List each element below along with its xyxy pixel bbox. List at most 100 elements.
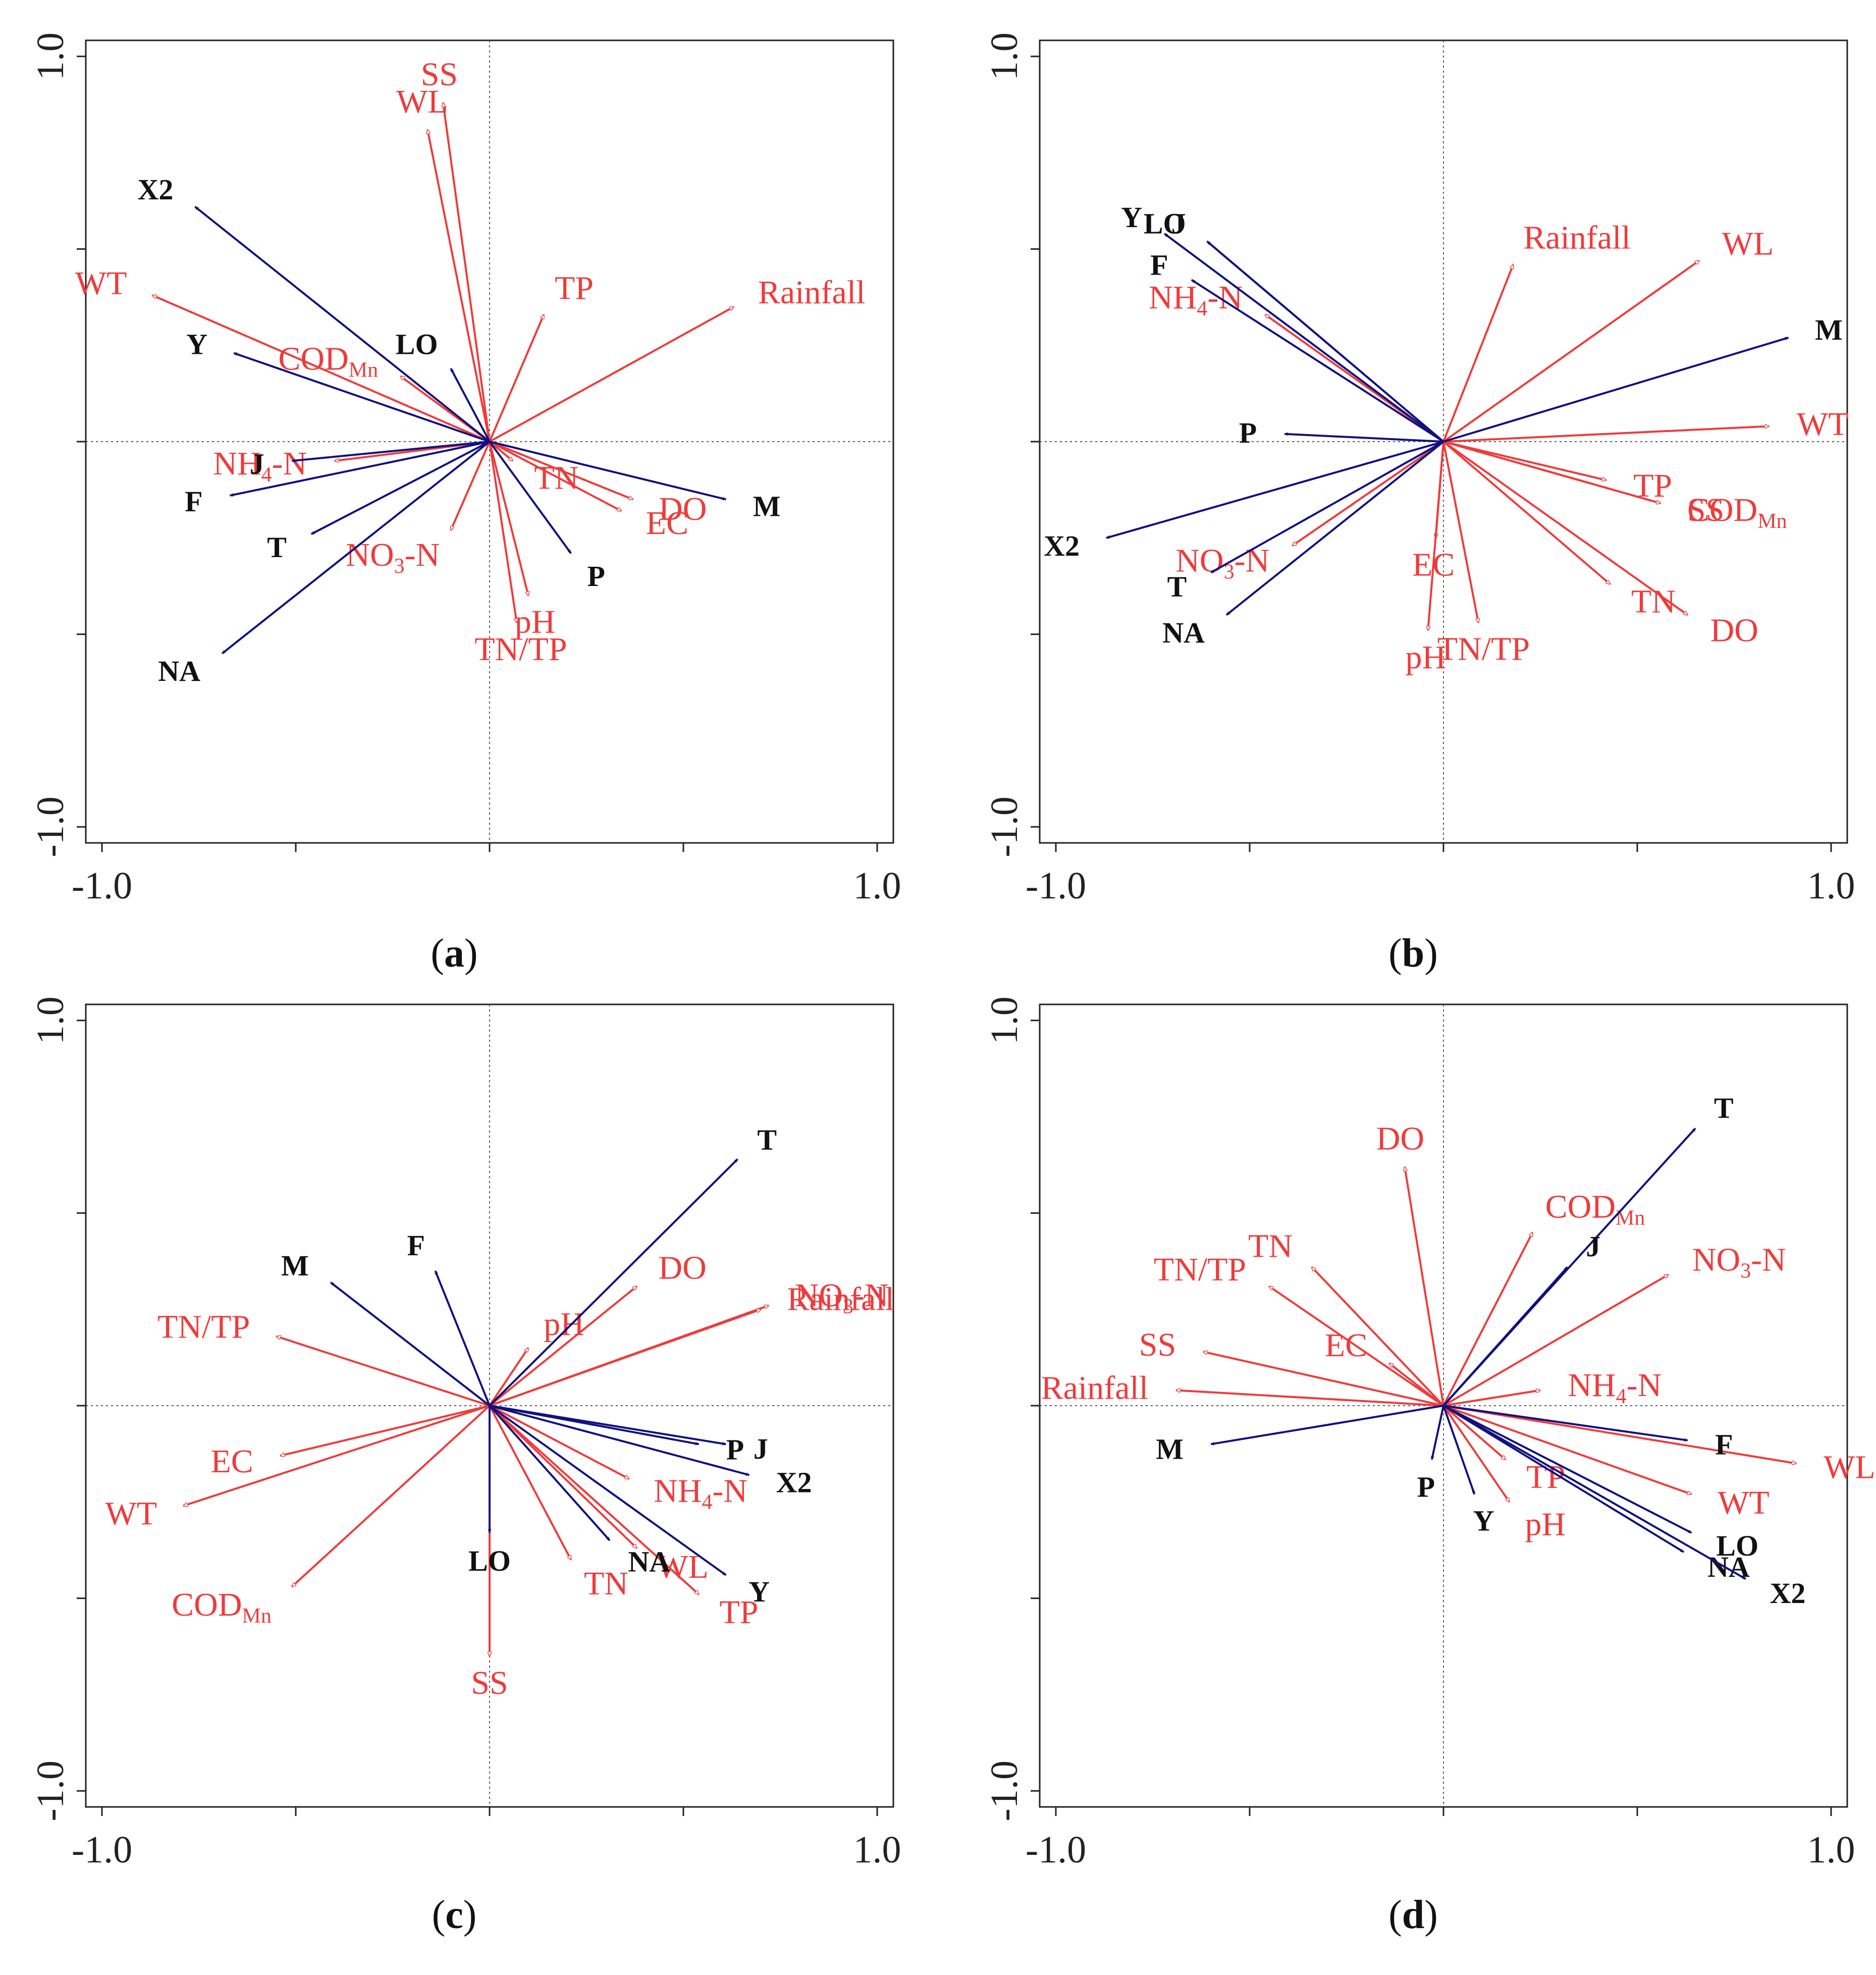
species-label-y: Y: [186, 328, 207, 360]
species-arrow-na: [221, 441, 491, 655]
env-arrow-tp: [1443, 441, 1606, 480]
species-label-j: J: [754, 1432, 768, 1465]
species-arrow-x2: [489, 1405, 750, 1476]
species-arrow-na: [1442, 1405, 1685, 1553]
env-arrow-rainfall: [1176, 1390, 1444, 1407]
species-arrow-x2: [194, 205, 491, 443]
species-arrow-p: [489, 441, 572, 554]
env-label-tn-tp: TN/TP: [1154, 1251, 1246, 1288]
env-label-ss: SS: [1687, 492, 1724, 528]
env-label-tn-tp: TN/TP: [474, 631, 567, 668]
env-label-nh: NH4-N: [1568, 1367, 1661, 1408]
species-arrow-lo: [1206, 240, 1444, 443]
y-tick-label-max: 1.0: [983, 996, 1026, 1044]
species-arrow-p: [1430, 1405, 1444, 1460]
species-label-m: M: [1815, 313, 1843, 346]
species-arrow-y: [233, 352, 490, 443]
env-arrow-rainfall: [489, 1309, 761, 1407]
env-arrow-do: [489, 441, 633, 501]
species-label-f: F: [407, 1229, 425, 1262]
env-label-wl: WL: [1824, 1449, 1875, 1485]
species-arrow-m: [1210, 1405, 1444, 1446]
env-label-do: DO: [1710, 612, 1758, 649]
env-label-no: NO3-N: [346, 537, 440, 578]
species-arrow-t: [1210, 441, 1444, 574]
env-arrow-cod: [1442, 1233, 1534, 1406]
species-arrow-t: [310, 441, 490, 535]
env-label-nh: NH4-N: [654, 1473, 747, 1514]
env-arrow-wt: [183, 1405, 490, 1506]
species-arrow-lo: [450, 368, 491, 442]
species-label-t: T: [757, 1124, 777, 1156]
species-arrow-f: [434, 1270, 491, 1406]
env-arrow-tn: [489, 441, 513, 462]
y-tick-label-max: 1.0: [983, 32, 1026, 80]
species-label-y: Y: [748, 1575, 770, 1608]
env-arrow-ss: [1443, 441, 1660, 503]
species-label-p: P: [726, 1433, 744, 1466]
env-label-ss: SS: [1139, 1326, 1176, 1363]
species-arrow-j: [291, 441, 490, 462]
env-label-do: DO: [659, 491, 707, 527]
species-label-x2: X2: [138, 173, 174, 206]
species-label-na: NA: [158, 655, 200, 687]
env-arrow-wl: [1442, 259, 1699, 443]
species-label-x2: X2: [1770, 1577, 1806, 1610]
species-label-x2: X2: [1044, 529, 1080, 562]
env-label-wt: WT: [1718, 1484, 1770, 1521]
env-label-ph: pH: [1525, 1506, 1566, 1542]
x-tick-label-min: -1.0: [1026, 865, 1086, 907]
y-tick-label-max: 1.0: [29, 32, 72, 80]
env-arrow-wt: [1443, 426, 1769, 443]
env-label-tp: TP: [1633, 467, 1672, 504]
species-arrow-y: [1163, 233, 1444, 443]
env-arrow-ss: [1203, 1352, 1444, 1407]
biplot-panel-b: -1.0 1.0 1.0 -1.0 (b) Rainfall WL NH4-N WT CODMn T…: [983, 32, 1855, 976]
env-arrow-no: [450, 441, 491, 530]
env-arrow-wt: [152, 294, 490, 443]
species-arrow-j: [489, 1405, 726, 1446]
env-arrow-wl: [1443, 1405, 1796, 1463]
env-label-no: NO3-N: [1692, 1242, 1786, 1283]
env-arrow-ph: [1428, 441, 1444, 630]
env-arrow-rainfall: [1442, 264, 1513, 442]
env-label-ph: pH: [544, 1306, 584, 1343]
x-tick-label-max: 1.0: [853, 865, 901, 907]
env-label-tn: TN: [1248, 1227, 1293, 1264]
env-label-rainfall: Rainfall: [1523, 220, 1631, 256]
env-arrow-do: [1405, 1167, 1444, 1406]
y-tick-label-min: -1.0: [29, 1760, 72, 1821]
species-arrow-p: [1284, 432, 1444, 443]
species-label-p: P: [587, 560, 605, 593]
species-label-m: M: [1156, 1432, 1184, 1465]
env-arrow-tn-tp: [1442, 441, 1478, 623]
env-label-rainfall: Rainfall: [787, 1281, 894, 1318]
env-label-do: DO: [1376, 1120, 1424, 1157]
env-arrow-ph: [489, 441, 528, 596]
species-label-x2: X2: [776, 1466, 812, 1499]
env-label-tn: TN: [584, 1565, 628, 1602]
env-label-ec: EC: [646, 505, 688, 542]
species-label-f: F: [185, 485, 202, 518]
species-arrow-x2: [1106, 441, 1444, 539]
species-arrow-m: [489, 441, 726, 501]
species-label-f: F: [1150, 249, 1168, 282]
species-arrow-na: [489, 1405, 611, 1541]
species-label-na: NA: [1162, 616, 1205, 649]
env-arrow-ss: [443, 102, 491, 442]
env-label-wl: WL: [1722, 225, 1774, 262]
species-label-lo: LO: [1716, 1529, 1758, 1562]
env-arrow-wl: [489, 1405, 637, 1549]
x-tick-label-min: -1.0: [72, 865, 132, 907]
species-arrow-y: [1442, 1405, 1476, 1495]
env-arrow-ph: [1442, 1405, 1511, 1502]
env-label-cod: CODMn: [1545, 1189, 1645, 1230]
species-label-lo: LO: [468, 1544, 511, 1577]
env-arrow-tn: [489, 1405, 572, 1560]
env-label-tn-tp: TN/TP: [1437, 631, 1530, 668]
env-label-tn-tp: TN/TP: [157, 1309, 250, 1346]
env-arrow-wt: [1443, 1405, 1692, 1494]
panel-caption: (c): [432, 1893, 477, 1937]
env-arrow-tp: [489, 1405, 699, 1595]
